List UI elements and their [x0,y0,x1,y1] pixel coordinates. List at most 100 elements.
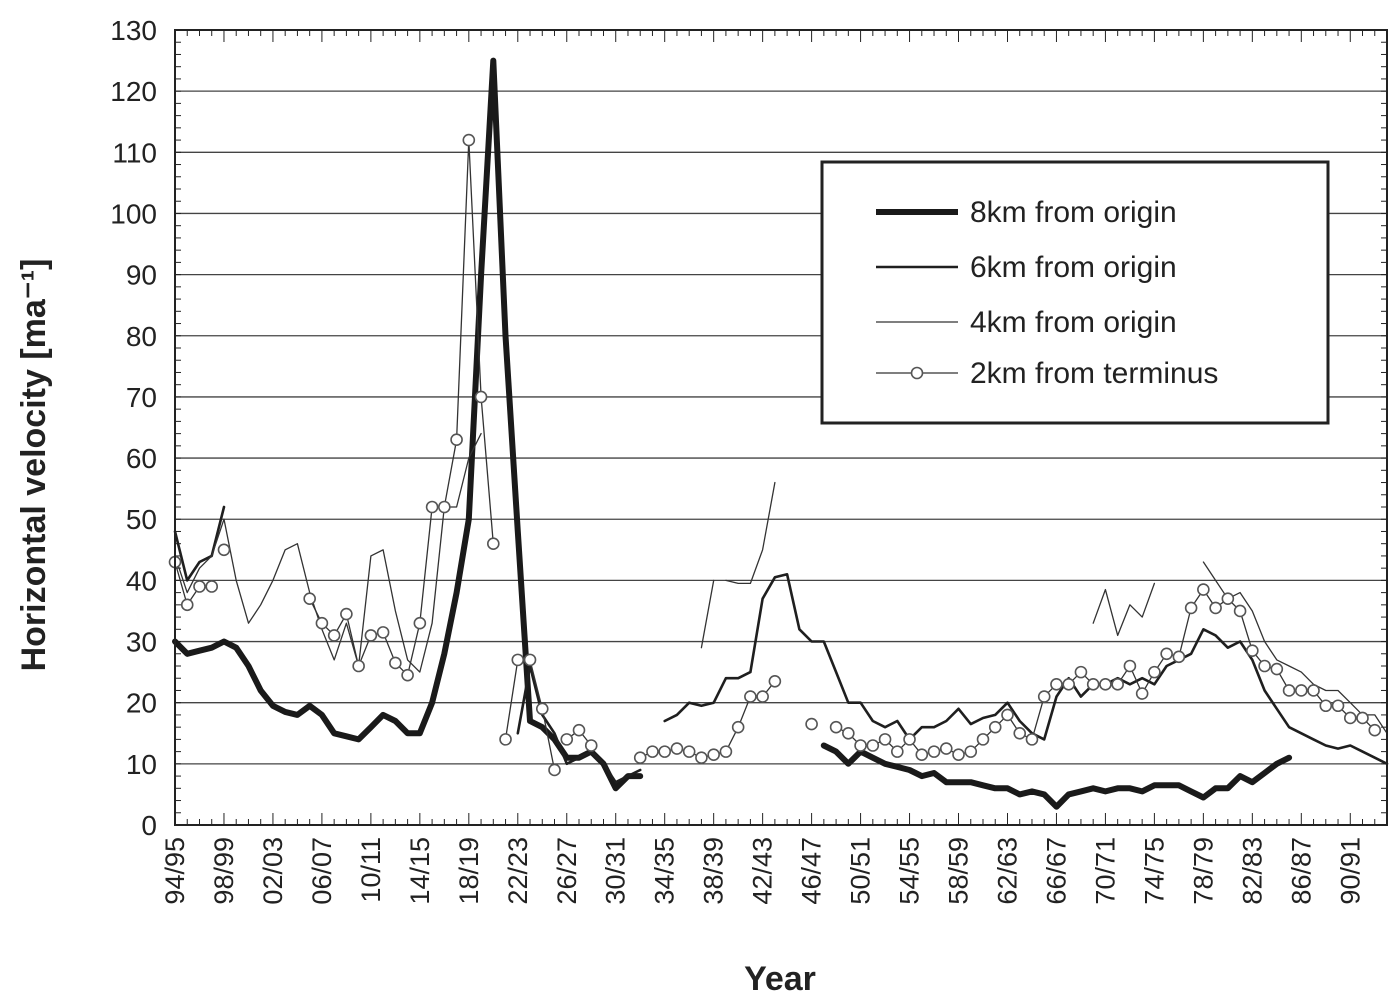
series-4-point [805,717,818,731]
series-4-point [927,745,941,758]
x-tick-label-18-19: 18/19 [454,837,484,905]
series-4-point [829,720,843,734]
y-tick-label-120: 120 [110,76,157,107]
series-4-point [1221,592,1235,606]
series-4-point [1209,601,1222,615]
series-1-line [820,742,1293,810]
series-4-point [1184,601,1198,615]
series-4-point [1368,723,1382,737]
series-4-point [952,748,965,761]
series-4-point [1062,678,1075,691]
series-4-point [695,751,708,765]
series-4-point [719,745,733,758]
legend-marker [910,366,924,380]
x-tick-label-22-23: 22/23 [503,837,533,905]
series-4-point [315,616,329,630]
series-4 [168,133,1382,777]
series-4-point [939,742,953,755]
series-2-line [173,505,226,582]
series-4-point [988,720,1002,734]
series-4-point [462,133,476,147]
x-tick-label-02-03: 02/03 [258,837,288,905]
x-tick-label-46-47: 46/47 [797,837,827,905]
x-tick-label-06-07: 06/07 [307,837,337,905]
x-tick-label-98-99: 98/99 [209,837,239,905]
legend: 8km from origin 6km from origin 4km from o… [820,160,1330,425]
series-4-point [1197,583,1210,596]
series-4-point [670,742,684,755]
x-axis-title: Year [744,960,816,998]
legend-label-1: 8km from origin [970,196,1177,229]
series-4-point [1258,659,1271,673]
series-4-point [1111,678,1124,691]
series-4-point [474,390,488,404]
x-tick-label-14-15: 14/15 [405,837,435,905]
series-3-line [1092,582,1156,637]
series-4-point [1233,604,1247,618]
plot-frame [174,29,1388,826]
series-4-point [376,626,390,639]
series-4-point [560,733,574,746]
series-4-point [1307,684,1320,697]
series-4-point [572,723,586,737]
legend-label-3: 4km from origin [970,306,1177,339]
y-tick-label-50: 50 [126,504,157,535]
series-4-point [1013,726,1027,740]
x-axis-ticks: 94/95 98/99 02/03 06/07 10/11 14/15 18/19 22/23… [160,30,1388,905]
series-4-point [854,739,867,752]
y-tick-label-40: 40 [126,565,157,596]
x-tick-label-50-51: 50/51 [846,837,876,905]
series-4-point [1343,711,1357,725]
series-4-point [1074,665,1088,679]
series-4-point [193,580,206,593]
series-4-point [303,592,316,606]
series-4-point [217,543,231,557]
y-tick-label-20: 20 [126,688,157,719]
y-tick-label-0: 0 [141,810,157,841]
series-4-point [658,745,671,758]
x-tick-label-26-27: 26/27 [552,837,582,905]
series-4-point [768,674,782,688]
x-tick-label-54-55: 54/55 [895,837,925,905]
series-4-point [1148,665,1161,679]
series-4-point [425,500,439,514]
x-tick-label-66-67: 66/67 [1041,837,1071,905]
y-tick-label-70: 70 [126,382,157,413]
series-4-point [1099,678,1112,691]
x-tick-label-10-11: 10/11 [356,837,386,903]
x-tick-label-90-91: 90/91 [1335,837,1365,905]
series-4-point [352,659,365,673]
x-tick-label-30-31: 30/31 [601,837,631,905]
series-4-point [180,598,194,612]
series-4-point [633,751,647,765]
series-4-point [413,616,427,630]
series-4-point [1282,684,1296,697]
y-tick-label-110: 110 [112,137,157,168]
series-4-point [1319,699,1333,713]
series-3 [174,432,1388,734]
x-tick-label-38-39: 38/39 [699,837,729,905]
series-group [168,57,1389,810]
series-4-point [584,739,598,752]
series-4-point [842,726,855,740]
series-2 [173,505,1389,784]
series-3-line [1202,561,1388,734]
series-4-point [499,733,512,746]
series-2-line [516,664,642,784]
series-4-point [891,745,904,758]
series-4-point [1123,659,1137,673]
series-4-point [205,580,219,593]
x-tick-label-58-59: 58/59 [944,837,974,905]
series-3-line [700,579,715,649]
series-4-point [646,745,659,758]
x-tick-label-62-63: 62/63 [992,837,1022,905]
series-4-point [450,433,463,447]
series-4-point [903,733,916,746]
series-3-line [174,432,482,673]
series-4-point [731,720,745,734]
legend-box [820,160,1330,425]
y-axis-title: Horizontal velocity [ma⁻¹] [15,259,53,672]
series-4-point [866,739,880,752]
series-4-point [756,690,769,703]
grid-lines [175,29,1387,826]
